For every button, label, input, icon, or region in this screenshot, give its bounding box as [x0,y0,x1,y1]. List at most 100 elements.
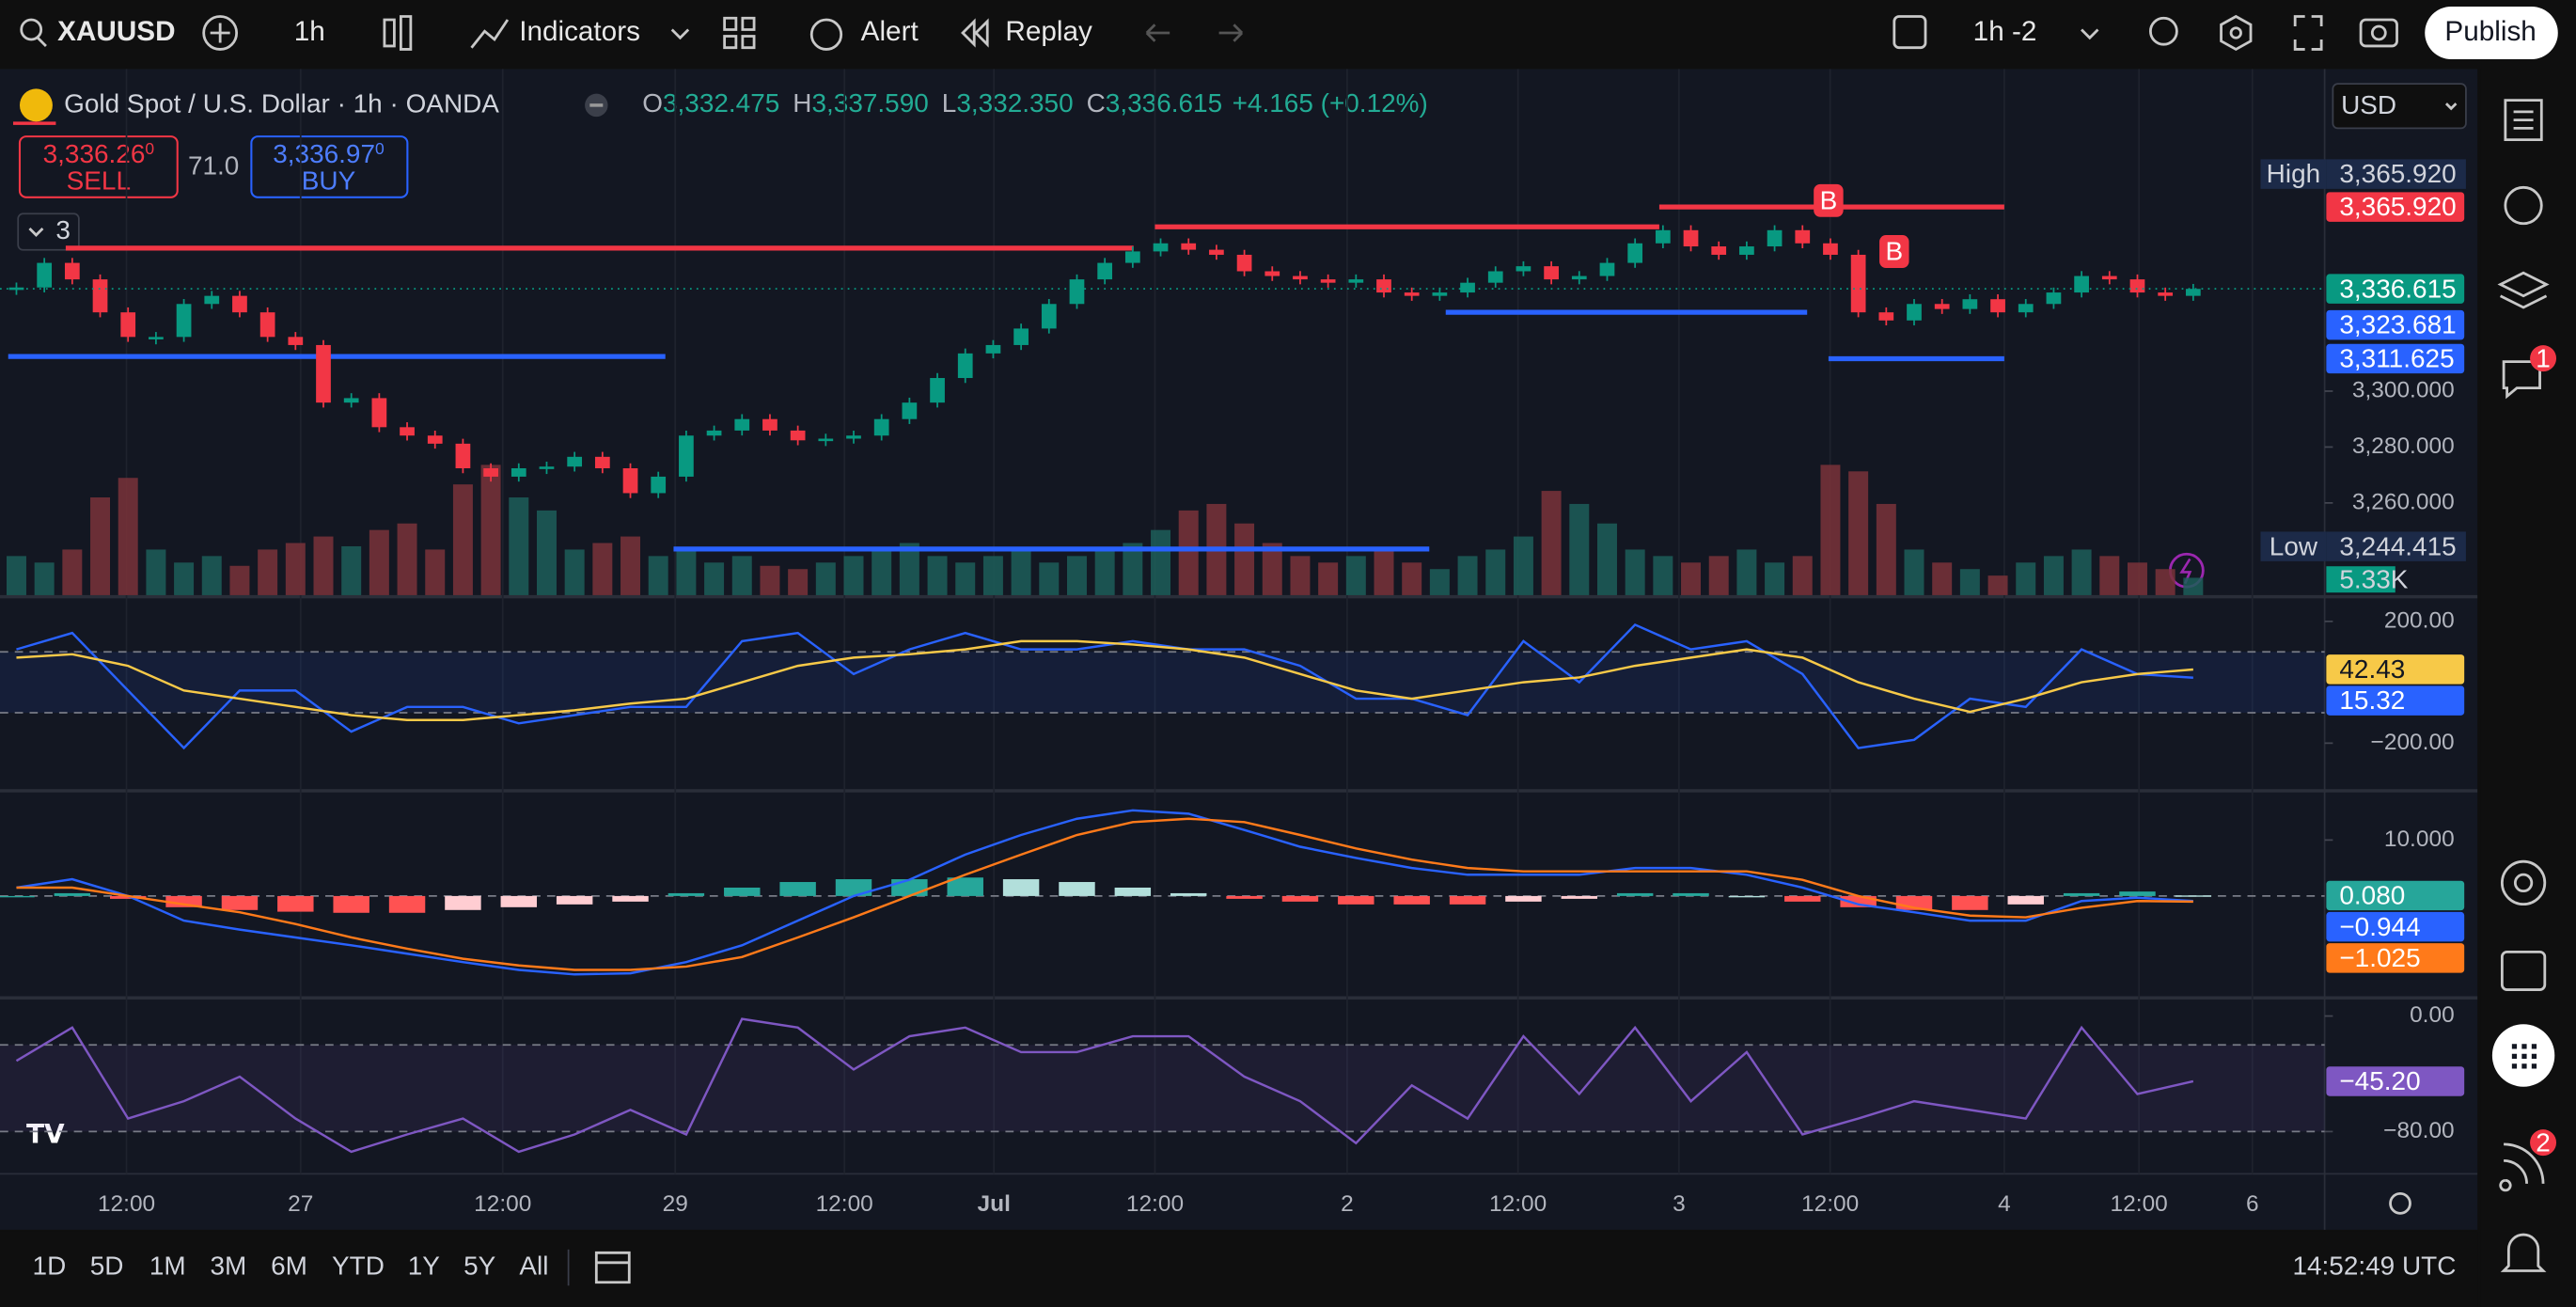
price-tag-label: 42.43 [2339,654,2405,684]
histogram-bar [2175,895,2212,897]
band-fill [0,652,2325,713]
volume-bar [2071,549,2092,595]
candle [288,337,304,345]
calendar[interactable] [2500,950,2547,991]
timeframe[interactable]: YTD [332,1251,385,1280]
candle [1124,251,1140,263]
volume-bar [1039,562,1060,595]
candle [1041,304,1057,329]
watchlist[interactable] [2504,99,2543,142]
volume-bar [872,549,892,595]
visibility-dot [589,103,604,107]
candle [1599,262,1615,276]
search-icon[interactable] [20,18,43,41]
indicators-icon[interactable] [470,19,510,49]
candle-icon[interactable] [383,15,413,51]
low-tag [2326,531,2466,561]
indicators[interactable]: Indicators [519,16,640,47]
candle [567,456,583,467]
candle [232,295,247,313]
timeframe[interactable]: 1Y [408,1251,441,1280]
currency[interactable]: USD [2341,90,2396,119]
candle [1795,229,1811,244]
volume-bar [1541,491,1562,595]
volume-bar [1011,549,1031,595]
symbol[interactable]: XAUUSD [57,16,175,47]
timeframe[interactable]: All [519,1251,548,1280]
x-tick-label: 29 [663,1191,688,1217]
layout-icon[interactable] [1893,15,1927,50]
publish[interactable]: Publish [2444,16,2536,47]
volume-bar [1904,549,1924,595]
logo: 𝗧𝗩 [26,1120,65,1149]
target [2513,873,2534,893]
currency-select[interactable] [2332,83,2467,130]
axis-settings[interactable] [2389,1191,2411,1215]
settings-icon[interactable] [2220,14,2253,52]
publish-button[interactable] [2425,6,2558,59]
dropdown[interactable] [2081,28,2099,40]
volume-bar [1848,471,1869,595]
target[interactable] [2500,859,2547,906]
volume-bar [676,549,697,595]
candle [1544,266,1559,280]
undo[interactable] [1145,24,1170,42]
replay[interactable]: Replay [1005,16,1092,47]
alert[interactable]: Alert [861,16,919,47]
feed[interactable] [2499,1142,2545,1192]
clock[interactable]: 14:52:49 UTC [2292,1251,2456,1280]
y-tick-label: 200.00 [2384,607,2455,633]
replay-icon[interactable] [961,18,989,48]
volume-tag [2326,566,2395,593]
alerts[interactable] [2504,185,2543,226]
timeframe[interactable]: 6M [271,1251,307,1280]
symbol-title[interactable]: Gold Spot / U.S. Dollar · 1h · OANDA [64,88,499,118]
timeframe[interactable]: 1D [33,1251,67,1280]
price-tag-label: 15.32 [2339,685,2405,715]
layouts-icon[interactable] [723,16,756,50]
sell-button[interactable] [18,135,179,198]
volume-bar [2127,562,2147,595]
timeframe[interactable]: 5D [90,1251,124,1280]
buy-marker[interactable] [1814,183,1844,217]
open-label: O [642,88,663,118]
candle [510,468,526,477]
price-tag-label: −45.20 [2339,1066,2420,1095]
quick-search[interactable] [2149,16,2178,46]
high-tag [2326,159,2466,189]
redo[interactable] [1218,24,1244,42]
interval[interactable]: 1h [294,16,325,47]
notifications[interactable] [2500,1233,2547,1272]
date-range[interactable] [594,1251,631,1284]
timeframe[interactable]: 1M [149,1251,186,1280]
price-tag [2326,911,2465,942]
dropdown[interactable] [670,28,690,40]
layout[interactable]: 1h -2 [1973,16,2037,47]
candle [1460,282,1475,293]
alert-icon[interactable] [809,18,843,51]
snapshot[interactable] [2359,18,2398,48]
candle [1097,262,1113,280]
candle [1432,292,1448,296]
sell-price[interactable]: 3,336.260 [43,139,155,169]
sell-label[interactable]: SELL [67,165,131,195]
volume-bar [760,565,780,595]
indicator-count[interactable]: 3 [55,215,71,244]
candle [1823,243,1838,255]
candle [1655,229,1671,244]
fullscreen[interactable] [2293,15,2323,51]
histogram-bar [1673,892,1709,896]
candle [818,438,834,442]
histogram-bar [109,895,147,899]
buy-marker[interactable] [1879,235,1909,268]
timeframe[interactable]: 5Y [463,1251,496,1280]
add-icon[interactable] [202,15,239,51]
timeframe[interactable]: 3M [210,1251,246,1280]
buy-label[interactable]: BUY [302,165,356,195]
layers[interactable] [2497,271,2550,309]
buy-price[interactable]: 3,336.970 [273,139,385,169]
indicator-toggle[interactable] [17,213,80,251]
plot-layer: 12:00 27 12:00 29 12:00 Jul 12:00 2 12:00 3 12:00 4… [0,69,2455,1217]
buy-button[interactable] [250,135,409,198]
candle [985,344,1001,354]
